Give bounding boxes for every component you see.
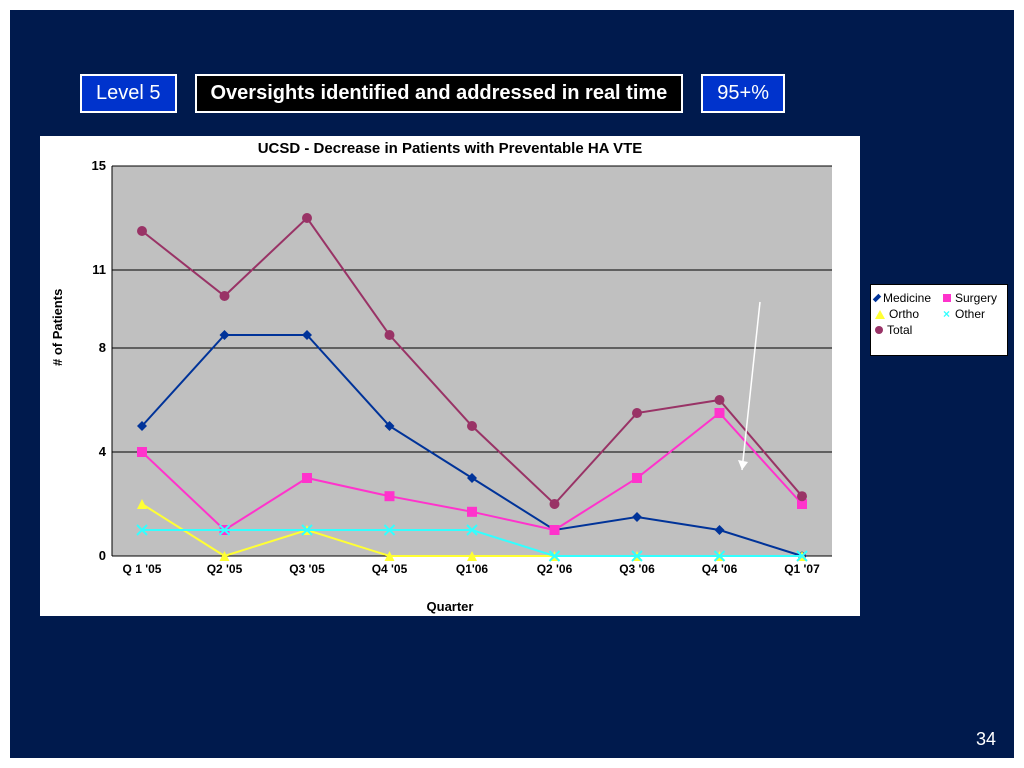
legend-item: ×Other <box>943 307 999 321</box>
y-axis-label: # of Patients <box>50 289 65 366</box>
legend-row: Total <box>875 323 1003 337</box>
level-pill: Level 5 <box>80 74 177 113</box>
slide-number: 34 <box>976 729 996 750</box>
legend-item: Medicine <box>875 291 931 305</box>
legend-item: Total <box>875 323 931 337</box>
legend-row: Medicine Surgery <box>875 291 1003 305</box>
legend-label: Surgery <box>955 291 997 305</box>
x-tick-label: Q4 '06 <box>680 562 760 576</box>
legend-label: Other <box>955 307 985 321</box>
x-tick-label: Q1'06 <box>432 562 512 576</box>
legend: Medicine Surgery Ortho ×Other Total <box>870 284 1008 356</box>
y-tick-label: 0 <box>80 548 106 563</box>
chart-svg <box>40 136 860 596</box>
x-tick-label: Q2 '05 <box>185 562 265 576</box>
slide: Level 5 Oversights identified and addres… <box>10 10 1014 758</box>
legend-row: Ortho ×Other <box>875 307 1003 321</box>
legend-label: Ortho <box>889 307 919 321</box>
chart-panel: UCSD - Decrease in Patients with Prevent… <box>40 136 860 616</box>
x-axis-label: Quarter <box>40 599 860 614</box>
center-pill: Oversights identified and addressed in r… <box>195 74 684 113</box>
legend-label: Medicine <box>883 291 931 305</box>
x-tick-label: Q2 '06 <box>515 562 595 576</box>
x-tick-label: Q4 '05 <box>350 562 430 576</box>
x-tick-label: Q 1 '05 <box>102 562 182 576</box>
y-tick-label: 4 <box>80 444 106 459</box>
header-boxes: Level 5 Oversights identified and addres… <box>80 74 785 113</box>
x-tick-label: Q3 '05 <box>267 562 347 576</box>
legend-label: Total <box>887 323 912 337</box>
x-tick-label: Q3 '06 <box>597 562 677 576</box>
pct-pill: 95+% <box>701 74 785 113</box>
y-tick-label: 11 <box>80 262 106 277</box>
y-tick-label: 8 <box>80 340 106 355</box>
legend-item: Surgery <box>943 291 999 305</box>
legend-item: Ortho <box>875 307 931 321</box>
y-tick-label: 15 <box>80 158 106 173</box>
x-tick-label: Q1 '07 <box>762 562 842 576</box>
